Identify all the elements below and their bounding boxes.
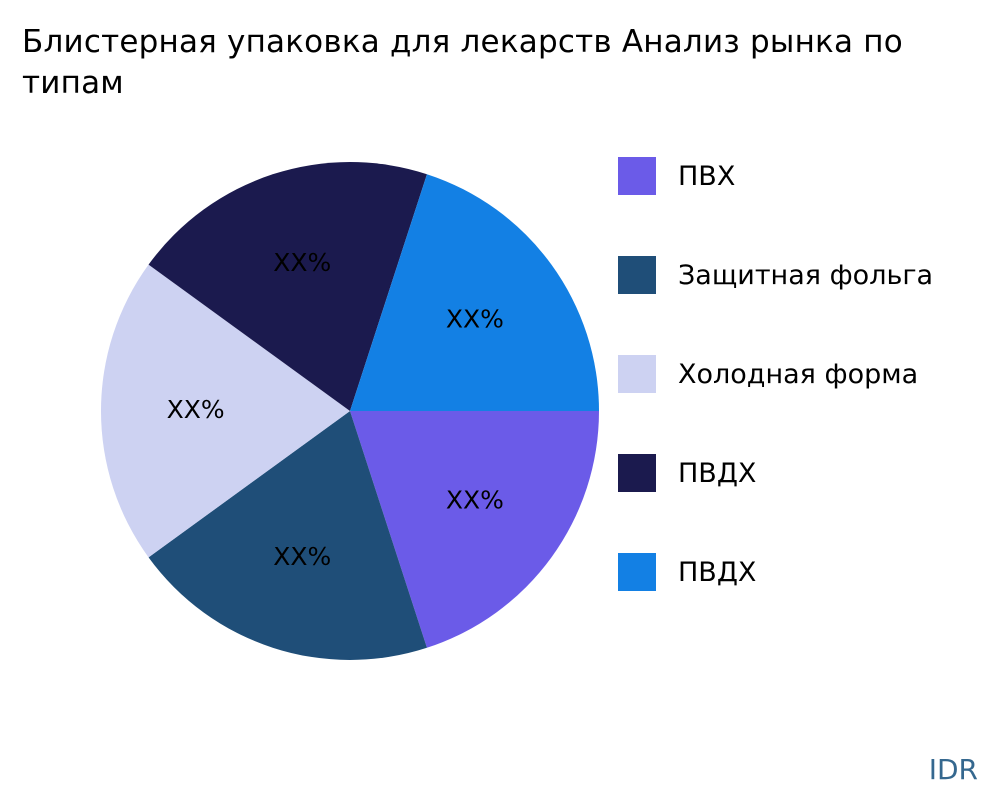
pie-slice-5 [350, 174, 599, 411]
pie-slice-3 [100, 264, 351, 558]
legend: ПВХ Защитная фольга Холодная форма ПВДХ ПВДХ [618, 157, 933, 591]
pie-slice-2 [148, 411, 427, 661]
pie-slice-1 [350, 411, 599, 648]
legend-label: ПВДХ [678, 457, 757, 489]
legend-item: ПВДХ [618, 553, 933, 591]
legend-label: ПВХ [678, 160, 736, 192]
legend-swatch [618, 355, 656, 393]
slice-value-label: XX% [167, 395, 225, 424]
slice-value-label: XX% [446, 486, 504, 515]
legend-swatch [618, 553, 656, 591]
slice-value-label: XX% [273, 542, 331, 571]
slice-value-label: XX% [273, 248, 331, 277]
pie-slice-4 [148, 161, 427, 411]
legend-label: Защитная фольга [678, 259, 934, 291]
legend-swatch [618, 454, 656, 492]
legend-item: Холодная форма [618, 355, 933, 393]
watermark-idr: IDR [928, 753, 978, 786]
legend-swatch [618, 157, 656, 195]
legend-item: ПВДХ [618, 454, 933, 492]
chart-title: Блистерная упаковка для лекарств Анализ … [22, 24, 903, 101]
legend-item: Защитная фольга [618, 256, 933, 294]
legend-label: ПВДХ [678, 556, 757, 588]
legend-item: ПВХ [618, 157, 933, 195]
legend-label: Холодная форма [678, 358, 919, 390]
slice-value-label: XX% [446, 304, 504, 333]
legend-swatch [618, 256, 656, 294]
